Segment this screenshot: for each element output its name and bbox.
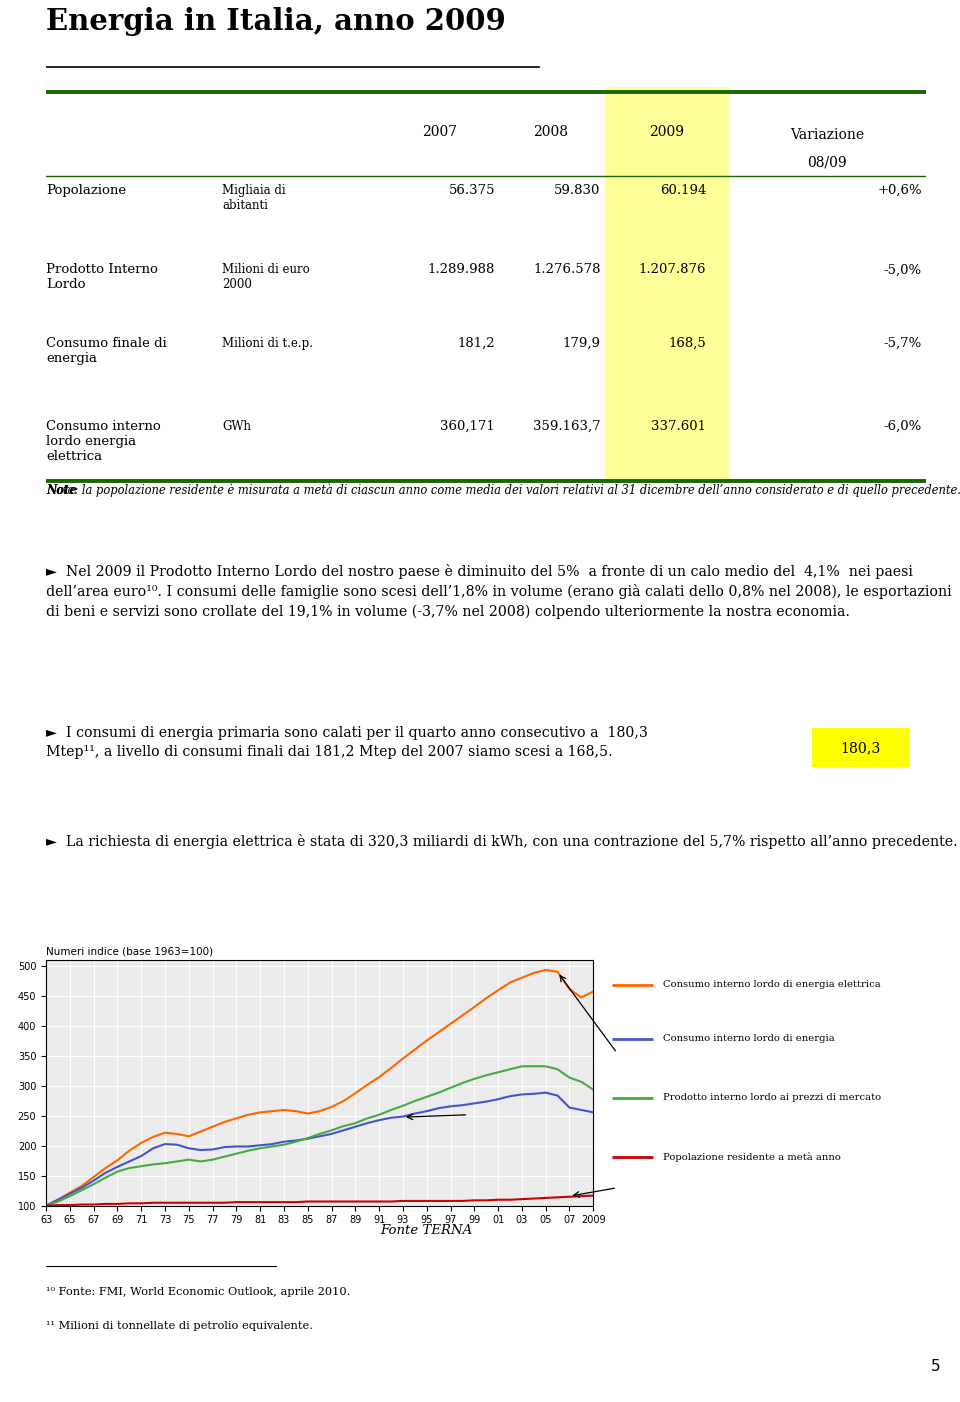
Text: ¹⁰ Fonte: FMI, World Economic Outlook, aprile 2010.: ¹⁰ Fonte: FMI, World Economic Outlook, a… bbox=[46, 1287, 350, 1297]
Text: Variazione: Variazione bbox=[790, 128, 864, 142]
Text: +0,6%: +0,6% bbox=[877, 184, 922, 198]
Text: 1.276.578: 1.276.578 bbox=[533, 264, 601, 276]
Text: 2007: 2007 bbox=[422, 125, 458, 139]
Text: Prodotto Interno
Lordo: Prodotto Interno Lordo bbox=[46, 264, 158, 292]
Text: Fonte TERNA: Fonte TERNA bbox=[380, 1224, 473, 1238]
Text: Note: Note bbox=[46, 484, 77, 496]
Text: ►  I consumi di energia primaria sono calati per il quarto anno consecutivo a  1: ► I consumi di energia primaria sono cal… bbox=[46, 726, 648, 760]
Text: Popolazione residente a metà anno: Popolazione residente a metà anno bbox=[663, 1151, 841, 1162]
Text: 60.194: 60.194 bbox=[660, 184, 707, 198]
Text: 08/09: 08/09 bbox=[807, 156, 847, 170]
Text: Prodotto interno lordo ai prezzi di mercato: Prodotto interno lordo ai prezzi di merc… bbox=[663, 1094, 881, 1102]
Text: Consumo finale di
energia: Consumo finale di energia bbox=[46, 336, 167, 365]
Text: -6,0%: -6,0% bbox=[884, 421, 922, 433]
Text: 360,171: 360,171 bbox=[441, 421, 495, 433]
Text: -5,7%: -5,7% bbox=[884, 336, 922, 350]
Bar bbox=[812, 728, 909, 767]
Text: Consumo interno lordo di energia elettrica: Consumo interno lordo di energia elettri… bbox=[663, 980, 881, 990]
Text: Migliaia di
abitanti: Migliaia di abitanti bbox=[222, 184, 286, 212]
Text: 179,9: 179,9 bbox=[563, 336, 601, 350]
Text: Energia in Italia, anno 2009: Energia in Italia, anno 2009 bbox=[46, 7, 506, 36]
Text: 168,5: 168,5 bbox=[668, 336, 707, 350]
Bar bbox=[605, 87, 729, 484]
Text: Numeri indice (base 1963=100): Numeri indice (base 1963=100) bbox=[46, 946, 213, 956]
Text: 5: 5 bbox=[931, 1360, 941, 1374]
Text: 56.375: 56.375 bbox=[448, 184, 495, 198]
Text: 337.601: 337.601 bbox=[651, 421, 707, 433]
Text: Popolazione: Popolazione bbox=[46, 184, 126, 198]
Text: ►  La richiesta di energia elettrica è stata di 320,3 miliardi di kWh, con una c: ► La richiesta di energia elettrica è st… bbox=[46, 834, 960, 850]
Text: 1.207.876: 1.207.876 bbox=[638, 264, 707, 276]
Text: ►  Nel 2009 il Prodotto Interno Lordo del nostro paese è diminuito del 5%  a fro: ► Nel 2009 il Prodotto Interno Lordo del… bbox=[46, 564, 951, 618]
Text: 59.830: 59.830 bbox=[554, 184, 601, 198]
Text: 180,3: 180,3 bbox=[840, 740, 880, 754]
Text: Consumo interno
lordo energia
elettrica: Consumo interno lordo energia elettrica bbox=[46, 421, 161, 463]
Text: Note: la popolazione residente è misurata a metà di ciascun anno come media dei : Note: la popolazione residente è misurat… bbox=[46, 484, 960, 498]
Text: Milioni di euro
2000: Milioni di euro 2000 bbox=[222, 264, 310, 292]
Text: ¹¹ Milioni di tonnellate di petrolio equivalente.: ¹¹ Milioni di tonnellate di petrolio equ… bbox=[46, 1321, 313, 1330]
Text: 2009: 2009 bbox=[649, 125, 684, 139]
Text: Milioni di t.e.p.: Milioni di t.e.p. bbox=[222, 336, 313, 350]
Text: 1.289.988: 1.289.988 bbox=[427, 264, 495, 276]
Text: Consumo interno lordo di energia: Consumo interno lordo di energia bbox=[663, 1035, 835, 1043]
Text: GWh: GWh bbox=[222, 421, 252, 433]
Text: 359.163,7: 359.163,7 bbox=[533, 421, 601, 433]
Text: 181,2: 181,2 bbox=[457, 336, 495, 350]
Text: 2008: 2008 bbox=[533, 125, 567, 139]
Text: -5,0%: -5,0% bbox=[884, 264, 922, 276]
